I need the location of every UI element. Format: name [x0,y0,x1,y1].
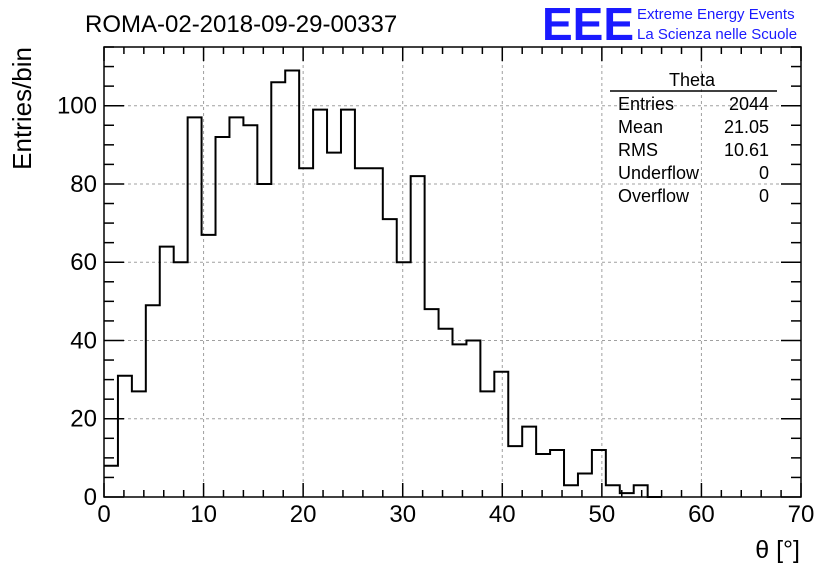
chart-title: ROMA-02-2018-09-29-00337 [85,11,397,38]
y-tick-labels: 0 20 40 60 80 100 [57,93,97,511]
x-tick-label: 10 [190,501,217,528]
brand-line-1: Extreme Energy Events [637,6,795,23]
x-tick-label: 50 [589,501,616,528]
grid-lines [104,47,801,497]
stats-label-mean: Mean [618,117,663,137]
stats-label-rms: RMS [618,140,658,160]
y-tick-label: 80 [70,171,97,198]
y-tick-label: 0 [84,484,97,511]
x-tick-label: 70 [788,501,815,528]
x-tick-label: 60 [688,501,715,528]
y-tick-label: 20 [70,406,97,433]
stats-box: Theta Entries 2044 Mean 21.05 RMS 10.61 … [610,70,777,206]
y-axis-label: Entries/bin [7,47,37,170]
eee-logo: EEE [542,0,634,50]
stats-label-overflow: Overflow [618,186,690,206]
x-tick-label: 0 [97,501,110,528]
x-tick-label: 20 [290,501,317,528]
x-tick-labels: 0 10 20 30 40 50 60 70 [97,501,814,528]
plot-frame [103,46,802,498]
histogram-line [104,69,662,498]
stats-label-underflow: Underflow [618,163,700,183]
x-tick-label: 40 [489,501,516,528]
stats-value-overflow: 0 [759,186,769,206]
y-tick-label: 60 [70,249,97,276]
y-tick-label: 40 [70,327,97,354]
axis-ticks [103,46,802,498]
y-tick-label: 100 [57,93,97,120]
brand-line-2: La Scienza nelle Scuole [637,26,797,43]
stats-value-rms: 10.61 [724,140,769,160]
stats-value-underflow: 0 [759,163,769,183]
stats-value-mean: 21.05 [724,117,769,137]
stats-label-entries: Entries [618,94,674,114]
stats-title: Theta [669,70,716,90]
x-axis-label: θ [°] [755,536,800,564]
x-tick-label: 30 [389,501,416,528]
stats-value-entries: 2044 [729,94,769,114]
histogram-series [104,69,662,498]
